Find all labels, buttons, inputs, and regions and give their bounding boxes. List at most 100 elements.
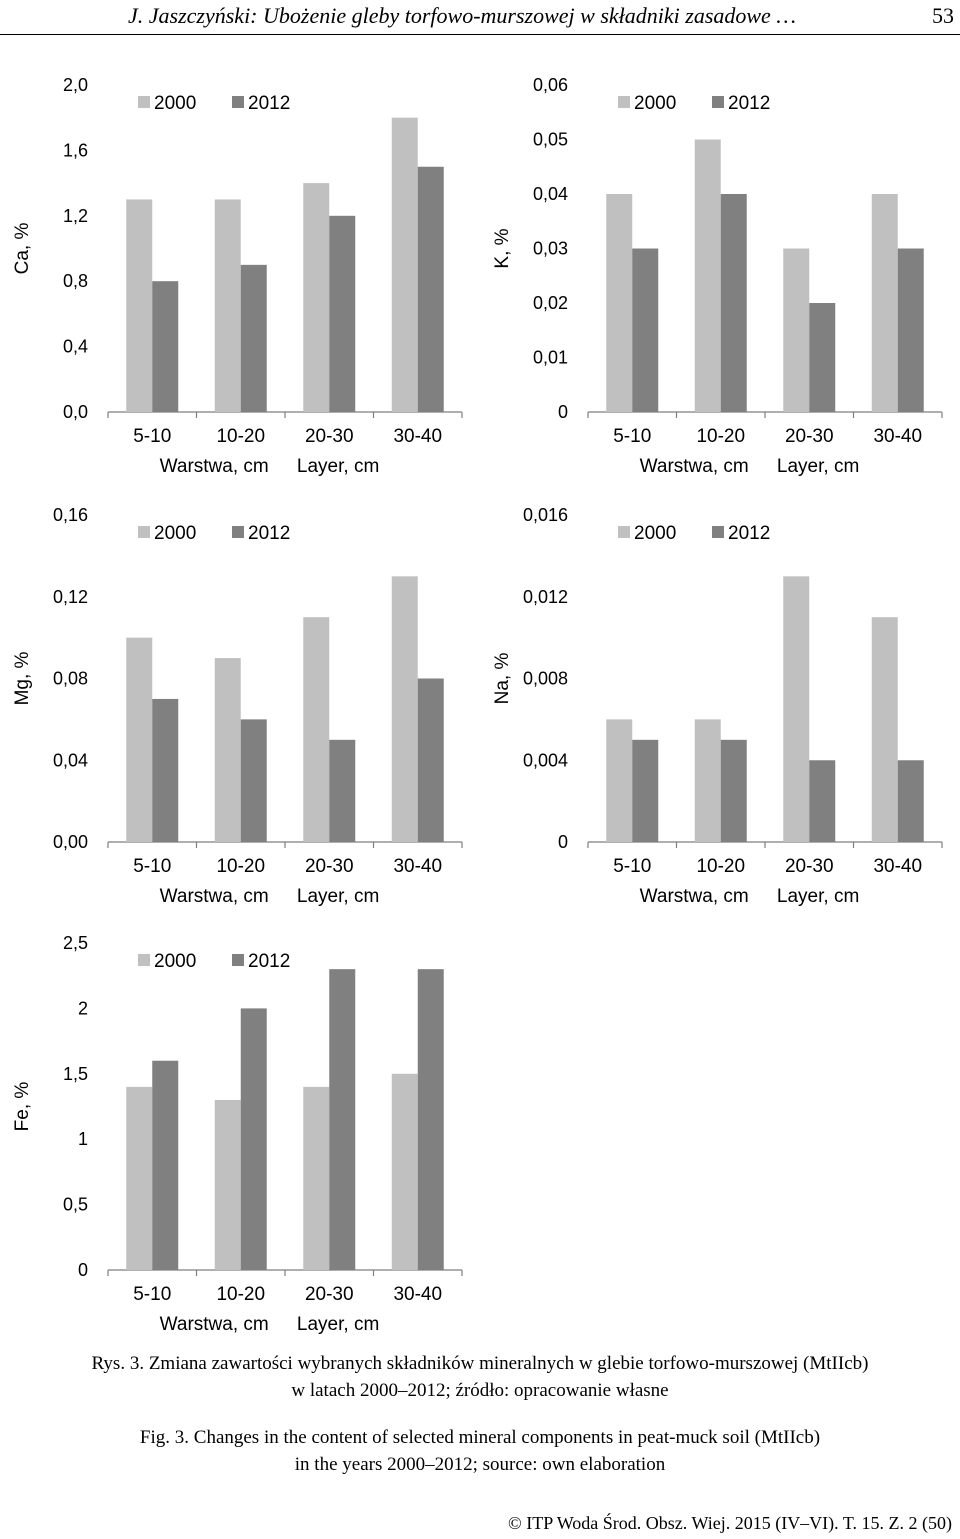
x-tick-label: 5-10 xyxy=(133,856,171,877)
legend-swatch-2000 xyxy=(618,526,630,538)
bar-2012-30-40 xyxy=(417,166,444,412)
y-tick-label: 0,06 xyxy=(533,75,568,95)
bar-2000-10-20 xyxy=(694,139,721,412)
running-title: J. Jaszczyński: Ubożenie gleby torfowo-m… xyxy=(128,3,796,28)
y-tick-label: 1,2 xyxy=(63,206,88,226)
bar-2000-30-40 xyxy=(391,1073,418,1270)
ca-chart: 0,0 0,4 0,8 1,2 1,6 2,0 Ca, % 5-10 10-20 20-30 30-… xyxy=(12,75,463,477)
bar-2000-30-40 xyxy=(871,194,898,412)
y-tick-label: 1,5 xyxy=(63,1064,88,1084)
legend-label-2000: 2000 xyxy=(154,523,196,544)
y-tick-label: 0,04 xyxy=(53,750,88,770)
x-tick-label: 30-40 xyxy=(393,426,442,447)
y-tick-label: 0 xyxy=(78,1260,88,1280)
bar-2000-30-40 xyxy=(391,576,418,842)
x-tick-label: 30-40 xyxy=(873,426,922,447)
bar-2000-10-20 xyxy=(694,719,721,842)
bar-2000-5-10 xyxy=(606,194,633,412)
y-axis-label: Ca, % xyxy=(12,223,33,275)
y-tick-label: 0,4 xyxy=(63,337,88,357)
legend-label-2012: 2012 xyxy=(728,523,770,544)
bar-2012-20-30 xyxy=(329,969,356,1270)
bar-2000-5-10 xyxy=(126,637,153,842)
x-tick-label: 30-40 xyxy=(393,856,442,877)
x-tick-label: 10-20 xyxy=(216,426,265,447)
bar-2000-5-10 xyxy=(126,199,153,412)
x-axis-label-en: Layer, cm xyxy=(297,886,379,907)
figure-caption-en: Fig. 3. Changes in the content of select… xyxy=(0,1424,960,1478)
legend-label-2000: 2000 xyxy=(634,523,676,544)
legend-label-2000: 2000 xyxy=(154,951,196,972)
y-tick-label: 0,012 xyxy=(523,587,568,607)
bar-2000-20-30 xyxy=(303,1086,330,1270)
x-tick-label: 10-20 xyxy=(696,856,745,877)
bar-2000-20-30 xyxy=(303,617,330,842)
bar-2012-10-20 xyxy=(720,739,747,842)
x-axis-label-en: Layer, cm xyxy=(297,456,379,477)
y-tick-label: 0,12 xyxy=(53,587,88,607)
x-tick-label: 30-40 xyxy=(393,1284,442,1305)
x-axis-label-pl: Warstwa, cm xyxy=(160,456,269,477)
x-tick-label: 10-20 xyxy=(696,426,745,447)
legend-label-2012: 2012 xyxy=(248,93,290,114)
bar-2000-5-10 xyxy=(126,1086,153,1270)
y-tick-label: 0,5 xyxy=(63,1195,88,1215)
bar-2012-10-20 xyxy=(240,264,267,412)
figure-caption-pl: Rys. 3. Zmiana zawartości wybranych skła… xyxy=(0,1350,960,1404)
legend-swatch-2012 xyxy=(232,526,244,538)
page-footer: © ITP Woda Środ. Obsz. Wiej. 2015 (IV–VI… xyxy=(508,1513,952,1533)
y-tick-label: 0,00 xyxy=(53,832,88,852)
bar-2012-5-10 xyxy=(632,248,659,412)
bar-2012-5-10 xyxy=(152,698,179,842)
k-chart: 0 0,01 0,02 0,03 0,04 0,05 0,06 K, % 5-10 10-20 20… xyxy=(492,75,943,477)
bar-2012-5-10 xyxy=(152,281,179,412)
y-tick-label: 0 xyxy=(558,832,568,852)
y-tick-label: 0,004 xyxy=(523,750,568,770)
y-tick-label: 0,08 xyxy=(53,669,88,689)
bar-2000-10-20 xyxy=(214,1099,241,1270)
y-tick-label: 0,0 xyxy=(63,402,88,422)
bar-2000-30-40 xyxy=(871,617,898,842)
bar-2012-30-40 xyxy=(417,678,444,842)
x-tick-label: 20-30 xyxy=(305,1284,354,1305)
fe-chart: 0 0,5 1 1,5 2 2,5 Fe, % 5-10 10-20 20-30 30-40 Wars… xyxy=(12,933,463,1335)
bar-2012-30-40 xyxy=(417,969,444,1270)
bar-2012-30-40 xyxy=(897,760,924,842)
legend-swatch-2000 xyxy=(618,96,630,108)
x-axis-label-en: Layer, cm xyxy=(777,456,859,477)
y-tick-label: 0,016 xyxy=(523,505,568,525)
legend-swatch-2000 xyxy=(138,954,150,966)
x-tick-label: 30-40 xyxy=(873,856,922,877)
bar-2000-30-40 xyxy=(391,117,418,412)
y-tick-label: 0,02 xyxy=(533,293,568,313)
bar-2012-20-30 xyxy=(329,215,356,412)
x-axis-label-pl: Warstwa, cm xyxy=(160,886,269,907)
y-tick-label: 0,05 xyxy=(533,130,568,150)
bar-2012-10-20 xyxy=(720,194,747,412)
legend-label-2012: 2012 xyxy=(248,523,290,544)
y-axis-label: Fe, % xyxy=(12,1082,33,1132)
bar-2012-20-30 xyxy=(809,303,836,412)
legend-swatch-2012 xyxy=(712,526,724,538)
x-tick-label: 20-30 xyxy=(305,426,354,447)
x-tick-label: 20-30 xyxy=(785,856,834,877)
legend-swatch-2000 xyxy=(138,526,150,538)
y-tick-label: 0,8 xyxy=(63,271,88,291)
y-tick-label: 2,0 xyxy=(63,75,88,95)
y-tick-label: 0,008 xyxy=(523,669,568,689)
caption-pl-line-2: w latach 2000–2012; źródło: opracowanie … xyxy=(291,1380,669,1401)
legend-label-2012: 2012 xyxy=(728,93,770,114)
bar-2000-20-30 xyxy=(783,248,810,412)
x-tick-label: 5-10 xyxy=(613,426,651,447)
bar-2012-20-30 xyxy=(809,760,836,842)
y-tick-label: 2 xyxy=(78,998,88,1018)
legend-label-2000: 2000 xyxy=(154,93,196,114)
legend-label-2000: 2000 xyxy=(634,93,676,114)
caption-en-line-1: Fig. 3. Changes in the content of select… xyxy=(139,1427,821,1448)
mg-chart: 0,00 0,04 0,08 0,12 0,16 Mg, % 5-10 10-20 20-30 3… xyxy=(12,505,463,907)
bar-2012-20-30 xyxy=(329,739,356,842)
y-axis-label: Na, % xyxy=(492,653,513,705)
y-tick-label: 1 xyxy=(78,1129,88,1149)
caption-en-line-2: in the years 2000–2012; source: own elab… xyxy=(294,1454,666,1475)
y-axis-label: K, % xyxy=(492,228,513,268)
